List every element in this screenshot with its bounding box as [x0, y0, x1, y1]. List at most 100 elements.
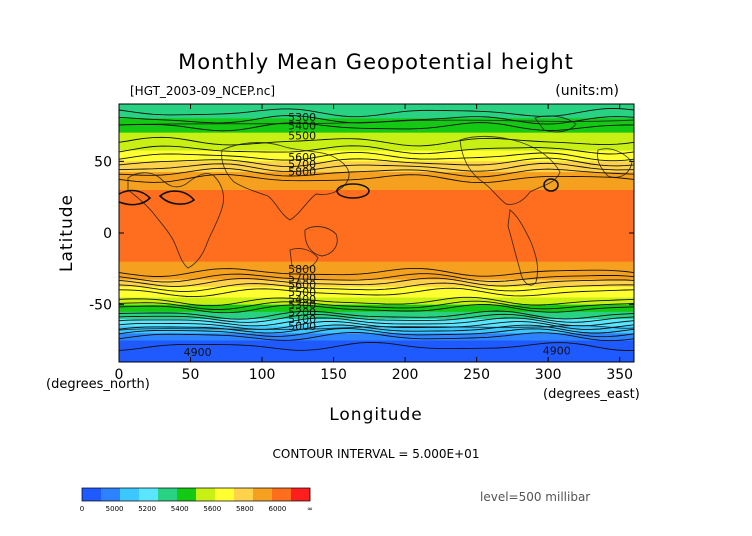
height-band: [119, 150, 634, 155]
level-label: level=500 millibar: [480, 490, 590, 504]
height-band: [119, 283, 634, 288]
contour-line: [119, 321, 634, 330]
colorbar-swatch: [196, 488, 216, 501]
height-band: [119, 290, 634, 295]
units-label: (units:m): [555, 83, 619, 99]
colorbar-label: 5000: [106, 505, 124, 513]
height-band: [119, 258, 634, 263]
height-band: [119, 136, 634, 141]
contour-line: [119, 136, 634, 147]
contour-line: [119, 122, 634, 132]
height-band: [119, 207, 634, 213]
height-band: [119, 347, 634, 352]
contour-line: [119, 324, 634, 334]
contour-line: [119, 282, 634, 292]
colorbar-swatch: [215, 488, 235, 501]
height-band: [119, 154, 634, 159]
contour-line: [119, 310, 634, 320]
colorbar-swatch: [82, 488, 102, 501]
height-band: [119, 311, 634, 317]
contour-label: 5800: [288, 263, 316, 276]
height-band: [119, 121, 634, 127]
x-tick-label: 0: [115, 367, 124, 383]
height-band: [119, 243, 634, 248]
colorbar-label: 0: [80, 505, 84, 513]
x-tick-label: 350: [606, 367, 633, 383]
contour-line: [119, 296, 634, 307]
height-band: [119, 354, 634, 360]
colorbar-swatch: [158, 488, 178, 501]
height-band: [119, 211, 634, 216]
contour-line: [119, 317, 634, 327]
contour-label: 4900: [184, 346, 212, 359]
contour-line: [119, 300, 634, 310]
colorbar-label: 5600: [203, 505, 221, 513]
height-band: [119, 172, 634, 177]
y-tick-label: -50: [89, 298, 112, 314]
colorbar-label: 6000: [269, 505, 287, 513]
colorbar-swatch: [101, 488, 121, 501]
height-band: [119, 250, 634, 256]
y-tick-label: 0: [103, 226, 112, 242]
contour-line: [119, 145, 634, 155]
contour-line: [119, 157, 634, 168]
contour-label: 5400: [288, 120, 316, 133]
height-band: [119, 111, 634, 116]
height-band: [119, 272, 634, 277]
contour-line: [119, 167, 634, 178]
contour-line: [119, 273, 634, 283]
colorbar-swatch: [120, 488, 140, 501]
height-band: [119, 247, 634, 252]
contour-line: [119, 331, 634, 342]
contour-line: [119, 313, 634, 323]
height-band: [119, 164, 634, 170]
height-band: [119, 236, 634, 241]
height-band: [119, 104, 634, 109]
height-band: [119, 229, 634, 234]
height-band: [119, 286, 634, 291]
height-band: [119, 344, 634, 349]
contour-label: 5100: [288, 313, 316, 326]
x-tick-label: 300: [535, 367, 562, 383]
height-band: [119, 240, 634, 245]
height-band: [119, 147, 634, 152]
closed-contours: [119, 178, 559, 206]
x-tick-label: 50: [182, 367, 200, 383]
height-band: [119, 322, 634, 327]
contour-line: [119, 151, 634, 162]
height-band: [119, 107, 634, 112]
height-band: [119, 186, 634, 191]
height-band: [119, 333, 634, 338]
colorbar: [81, 487, 311, 502]
x-tick-label: 150: [320, 367, 347, 383]
x-units-label: (degrees_east): [543, 387, 640, 402]
height-band: [119, 254, 634, 259]
file-label: [HGT_2003-09_NCEP.nc]: [130, 84, 275, 98]
height-band: [119, 293, 634, 299]
y-tick-label: 50: [94, 154, 112, 170]
height-band: [119, 129, 634, 134]
contour-line: [119, 173, 634, 184]
height-band: [119, 132, 634, 137]
contour-line: [119, 162, 634, 173]
contour-label: 5700: [288, 158, 316, 171]
height-band: [119, 233, 634, 238]
contour-label: 5800: [288, 165, 316, 178]
contour-label: 5200: [288, 306, 316, 319]
x-tick-label: 100: [249, 367, 276, 383]
contour-interval-label: CONTOUR INTERVAL = 5.000E+01: [273, 447, 480, 461]
height-band: [119, 218, 634, 223]
height-band: [119, 297, 634, 302]
height-band: [119, 139, 634, 145]
contour-label: 5500: [288, 130, 316, 143]
height-band: [119, 225, 634, 231]
height-band: [119, 336, 634, 342]
contour-label: 5600: [288, 151, 316, 164]
colorbar-label: ∞: [307, 505, 313, 513]
height-band: [119, 143, 634, 148]
height-band: [119, 200, 634, 205]
height-band: [119, 315, 634, 320]
contour-line: [119, 115, 634, 125]
height-band: [119, 161, 634, 166]
